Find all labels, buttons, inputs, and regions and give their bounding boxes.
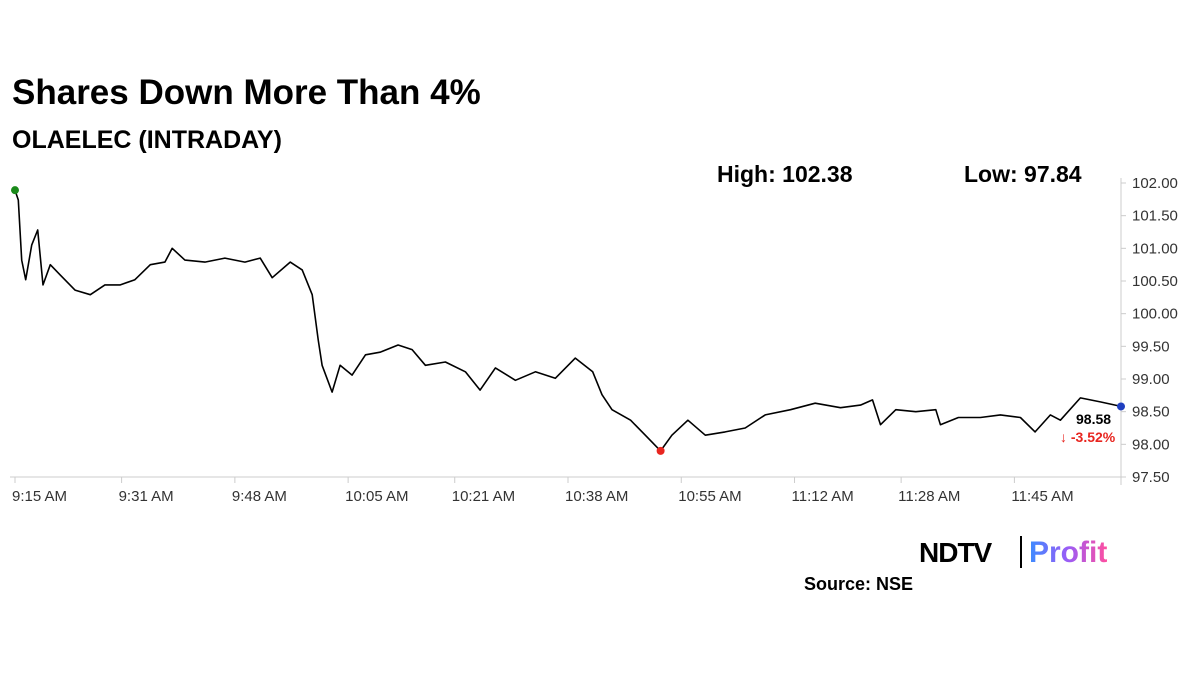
y-tick-label: 99.00 [1132,371,1170,388]
end-marker [1117,402,1125,411]
chart-subtitle: OLAELEC (INTRADAY) [12,126,282,154]
x-tick-label: 9:48 AM [232,488,287,505]
low-label: Low: 97.84 [964,161,1082,187]
x-tick-label: 10:21 AM [452,488,515,505]
x-tick-label: 11:28 AM [898,488,960,505]
start-marker [11,186,19,195]
low-marker [656,446,665,455]
x-tick-label: 10:55 AM [678,488,741,505]
price-line [14,189,1122,452]
x-tick-label: 11:45 AM [1011,488,1073,505]
brand-right: Profit [1029,536,1107,569]
change-label: ↓ -3.52% [1060,429,1116,445]
chart-title: Shares Down More Than 4% [12,73,481,112]
y-tick-label: 100.00 [1132,306,1178,323]
last-price-label: 98.58 [1076,411,1111,427]
x-tick-label: 11:12 AM [792,488,854,505]
high-label: High: 102.38 [717,161,853,187]
y-tick-label: 100.50 [1132,273,1178,290]
x-tick-label: 9:31 AM [119,488,174,505]
y-tick-label: 98.50 [1132,404,1170,421]
x-tick-label: 9:15 AM [12,488,67,505]
x-tick-label: 10:38 AM [565,488,628,505]
source: Source: NSE [804,574,913,594]
y-tick-label: 97.50 [1132,469,1170,486]
y-tick-label: 102.00 [1132,175,1178,192]
y-tick-label: 99.50 [1132,338,1170,355]
brand-left: NDTV [919,537,993,568]
y-tick-label: 101.50 [1132,208,1178,225]
y-tick-label: 101.00 [1132,240,1178,257]
y-tick-label: 98.00 [1132,436,1170,453]
x-tick-label: 10:05 AM [345,488,408,505]
